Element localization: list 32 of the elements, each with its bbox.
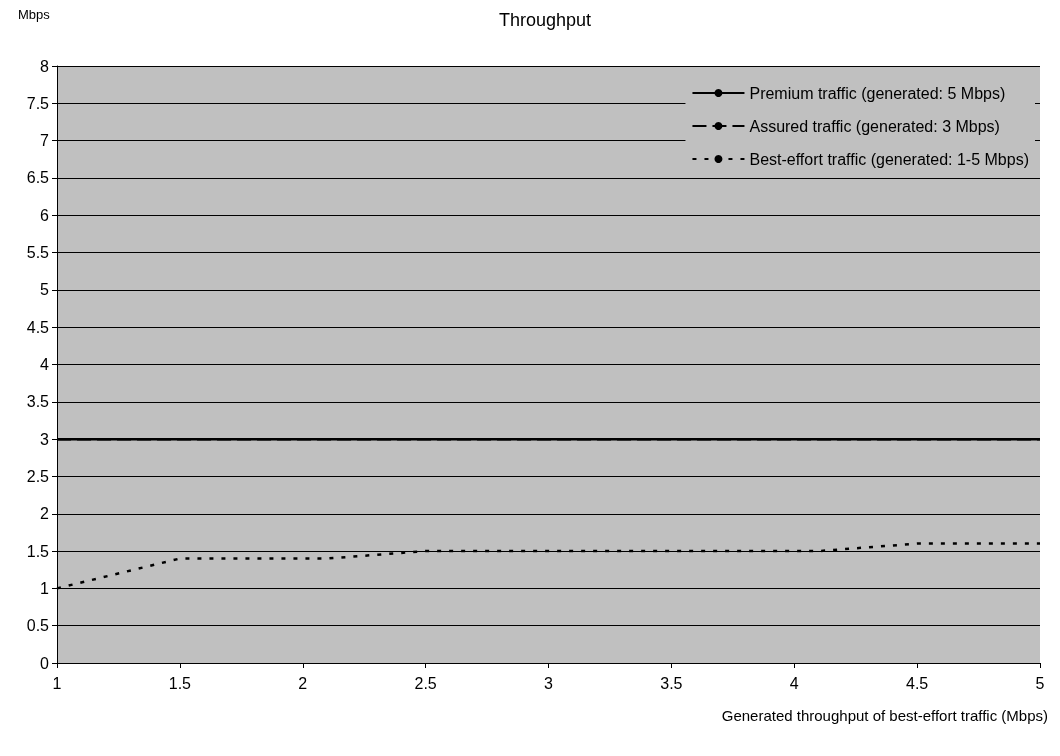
x-tick-label: 3.5 — [660, 674, 683, 692]
y-tick-label: 5 — [40, 281, 50, 299]
legend-label: Best-effort traffic (generated: 1-5 Mbps) — [749, 150, 1030, 168]
y-tick-label: 0.5 — [26, 617, 50, 635]
y-tick-label: 3.5 — [26, 393, 50, 411]
y-tick-label: 1 — [40, 579, 50, 597]
x-tick-label: 2.5 — [414, 674, 437, 692]
x-axis-title: Generated throughput of best-effort traffic (Mbps) — [721, 707, 1049, 724]
y-tick-label: 8 — [40, 57, 50, 75]
y-tick-label: 2 — [40, 505, 50, 523]
y-tick-label: 6 — [40, 206, 50, 224]
y-tick-label: 4.5 — [26, 318, 50, 336]
x-tick-label: 3 — [544, 674, 554, 692]
y-tick-label: 2.5 — [26, 467, 50, 485]
chart-title: Throughput — [498, 10, 592, 30]
y-tick-label: 1.5 — [26, 542, 50, 560]
y-tick-label: 7 — [40, 132, 50, 150]
x-tick-label: 4.5 — [906, 674, 929, 692]
x-tick-label: 1.5 — [168, 674, 192, 692]
y-tick-label: 7.5 — [26, 94, 50, 112]
y-tick-label: 3 — [40, 430, 50, 448]
x-tick-label: 2 — [298, 674, 308, 692]
y-tick-label: 5.5 — [26, 244, 50, 262]
legend-label: Premium traffic (generated: 5 Mbps) — [749, 84, 1006, 102]
x-tick-label: 1 — [52, 674, 62, 692]
legend-label: Assured traffic (generated: 3 Mbps) — [749, 117, 1000, 135]
y-tick-label: 4 — [40, 356, 50, 373]
y-tick-label: 0 — [40, 654, 50, 672]
y-axis-title: Mbps — [18, 7, 51, 22]
y-tick-label: 6.5 — [26, 169, 50, 187]
x-tick-label: 5 — [1035, 674, 1045, 692]
x-tick-label: 4 — [789, 674, 799, 692]
